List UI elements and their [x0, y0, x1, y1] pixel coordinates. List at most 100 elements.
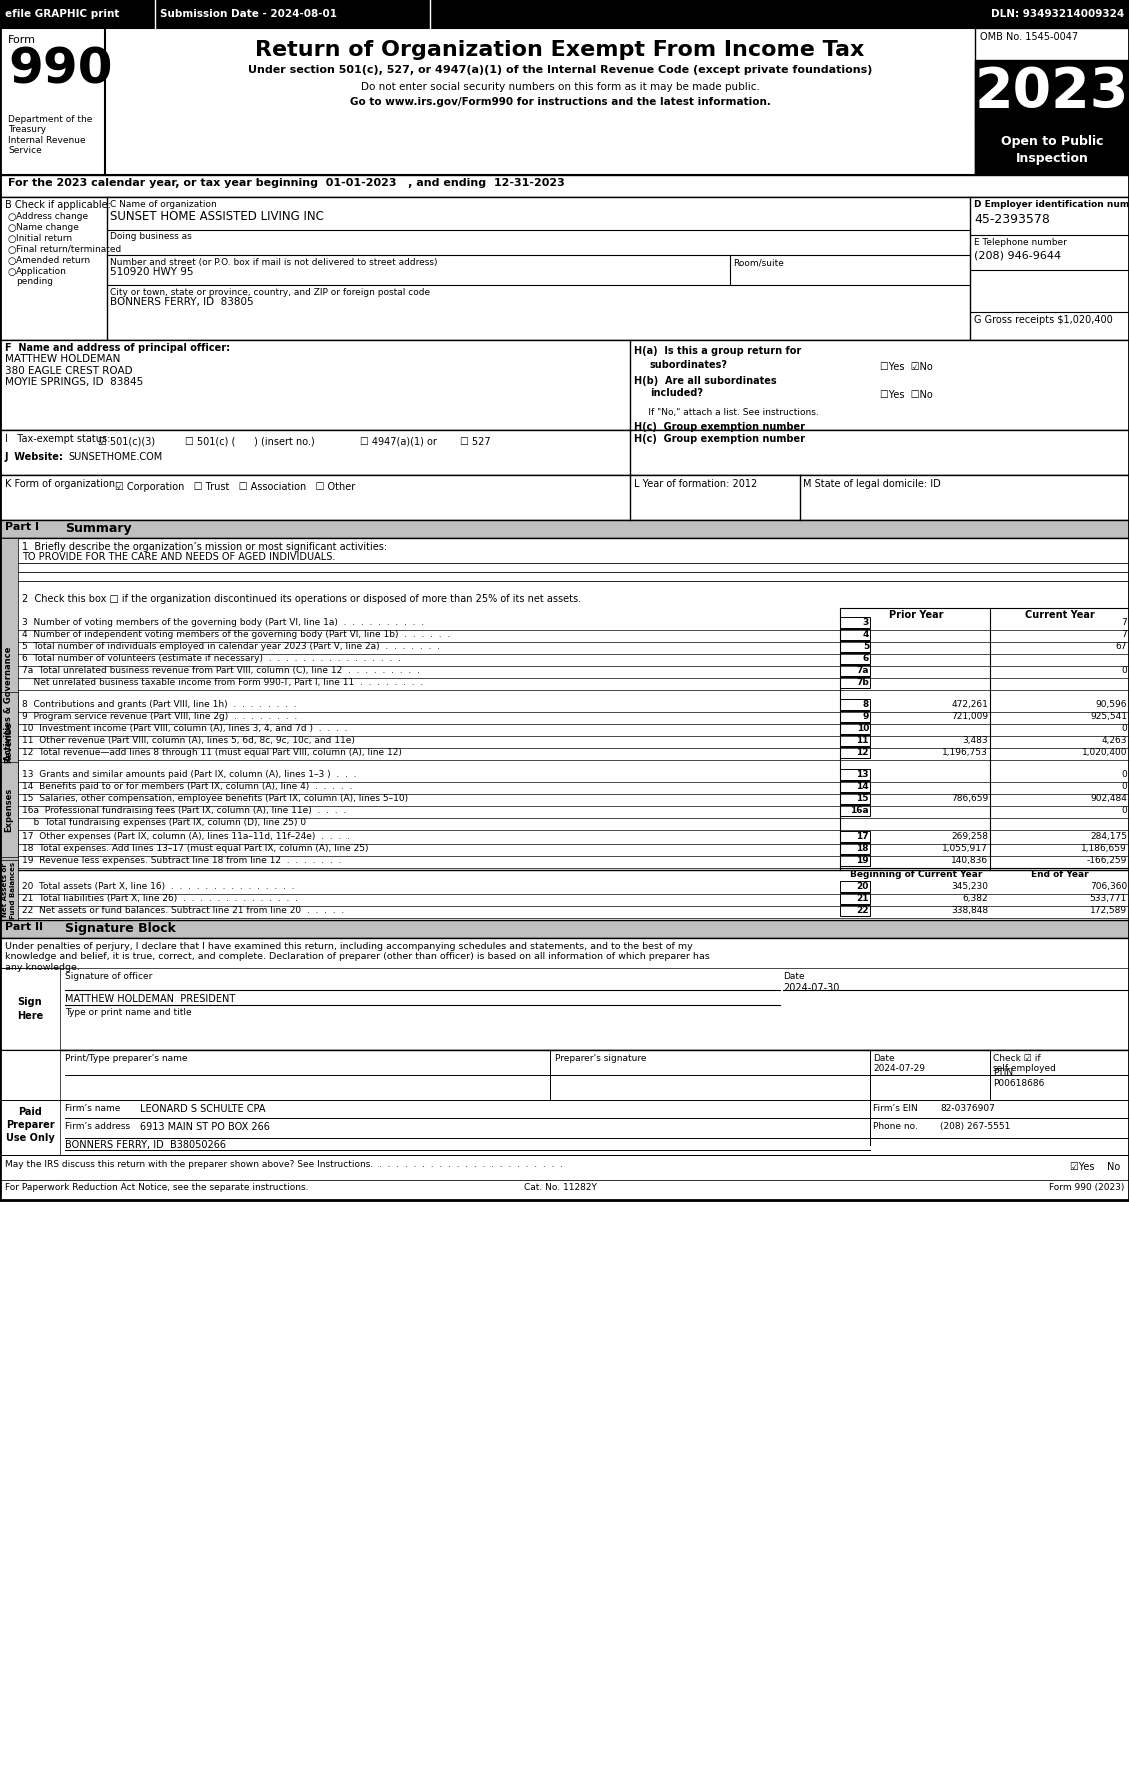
Bar	[0, 475, 1129, 519]
Text: ☐Yes  ☑No: ☐Yes ☑No	[879, 362, 933, 373]
Text: 17  Other expenses (Part IX, column (A), lines 11a–11d, 11f–24e)  .  .  .  .: 17 Other expenses (Part IX, column (A), …	[21, 832, 350, 841]
Bar	[0, 938, 1129, 1051]
Text: H(c)  Group exemption number: H(c) Group exemption number	[634, 422, 805, 433]
Text: 1,055,917: 1,055,917	[943, 844, 988, 853]
Text: subordinates?: subordinates?	[650, 360, 728, 371]
Text: 0: 0	[1121, 666, 1127, 675]
Text: 13  Grants and similar amounts paid (Part IX, column (A), lines 1–3 )  .  .  .: 13 Grants and similar amounts paid (Part…	[21, 770, 357, 779]
Text: Final return/terminated: Final return/terminated	[16, 245, 121, 254]
Text: Do not enter social security numbers on this form as it may be made public.: Do not enter social security numbers on …	[360, 81, 760, 92]
Text: 3  Number of voting members of the governing body (Part VI, line 1a)  .  .  .  .: 3 Number of voting members of the govern…	[21, 618, 425, 627]
Text: b  Total fundraising expenses (Part IX, column (D), line 25) 0: b Total fundraising expenses (Part IX, c…	[21, 818, 306, 826]
Text: 902,484: 902,484	[1091, 795, 1127, 804]
Text: H(c)  Group exemption number: H(c) Group exemption number	[634, 434, 805, 443]
Bar	[0, 1155, 1129, 1180]
Text: 16a: 16a	[850, 805, 869, 814]
Text: Firm’s name: Firm’s name	[65, 1104, 121, 1113]
Text: 9  Program service revenue (Part VIII, line 2g)  .  .  .  .  .  .  .  .: 9 Program service revenue (Part VIII, li…	[21, 712, 297, 721]
Text: 45-2393578: 45-2393578	[974, 214, 1050, 226]
Text: 10  Investment income (Part VIII, column (A), lines 3, 4, and 7d )  .  .  .  .: 10 Investment income (Part VIII, column …	[21, 724, 348, 733]
Text: 7a  Total unrelated business revenue from Part VIII, column (C), line 12  .  .  : 7a Total unrelated business revenue from…	[21, 666, 420, 675]
Text: 2024-07-29: 2024-07-29	[873, 1063, 925, 1074]
Bar	[0, 198, 1129, 341]
Text: 8  Contributions and grants (Part VIII, line 1h)  .  .  .  .  .  .  .  .: 8 Contributions and grants (Part VIII, l…	[21, 699, 297, 708]
Text: Sign
Here: Sign Here	[17, 998, 43, 1021]
Text: For Paperwork Reduction Act Notice, see the separate instructions.: For Paperwork Reduction Act Notice, see …	[5, 1183, 308, 1192]
Text: Doing business as: Doing business as	[110, 231, 192, 240]
Text: Check ☑ if
self-employed: Check ☑ if self-employed	[994, 1054, 1057, 1074]
Bar	[0, 860, 18, 920]
Bar	[840, 641, 870, 652]
Bar	[840, 676, 870, 689]
Text: 19  Revenue less expenses. Subtract line 18 from line 12  .  .  .  .  .  .  .: 19 Revenue less expenses. Subtract line …	[21, 857, 341, 865]
Bar	[840, 855, 870, 865]
Bar	[840, 735, 870, 745]
Bar	[0, 920, 1129, 938]
Text: 5: 5	[863, 643, 869, 652]
Bar	[975, 125, 1129, 175]
Text: Firm’s address: Firm’s address	[65, 1121, 130, 1130]
Text: 14  Benefits paid to or for members (Part IX, column (A), line 4)  .  .  .  .  .: 14 Benefits paid to or for members (Part…	[21, 782, 352, 791]
Text: 15  Salaries, other compensation, employee benefits (Part IX, column (A), lines : 15 Salaries, other compensation, employe…	[21, 795, 408, 804]
Bar	[840, 793, 870, 804]
Text: 3,483: 3,483	[962, 736, 988, 745]
Text: 22: 22	[857, 906, 869, 915]
Bar	[840, 904, 870, 917]
Text: H(b)  Are all subordinates: H(b) Are all subordinates	[634, 376, 777, 387]
Bar	[840, 894, 870, 904]
Text: Current Year: Current Year	[1025, 609, 1095, 620]
Text: 338,848: 338,848	[951, 906, 988, 915]
Text: J  Website:: J Website:	[5, 452, 64, 463]
Text: Print/Type preparer’s name: Print/Type preparer’s name	[65, 1054, 187, 1063]
Text: K Form of organization:: K Form of organization:	[5, 479, 119, 489]
Text: 1  Briefly describe the organization’s mission or most significant activities:: 1 Briefly describe the organization’s mi…	[21, 542, 387, 553]
Text: 706,360: 706,360	[1089, 881, 1127, 892]
Text: ○: ○	[8, 256, 17, 267]
Bar	[840, 653, 870, 664]
Text: Under section 501(c), 527, or 4947(a)(1) of the Internal Revenue Code (except pr: Under section 501(c), 527, or 4947(a)(1)…	[247, 65, 873, 74]
Bar	[0, 28, 1129, 175]
Text: 8: 8	[863, 699, 869, 708]
Text: 0: 0	[1121, 770, 1127, 779]
Text: 4: 4	[863, 630, 869, 639]
Text: Type or print name and title: Type or print name and title	[65, 1008, 192, 1017]
Bar	[840, 768, 870, 781]
Text: 533,771: 533,771	[1089, 894, 1127, 902]
Text: 19: 19	[857, 857, 869, 865]
Text: 0: 0	[1121, 805, 1127, 814]
Bar	[0, 429, 1129, 475]
Text: Go to www.irs.gov/Form990 for instructions and the latest information.: Go to www.irs.gov/Form990 for instructio…	[350, 97, 770, 108]
Bar	[0, 1180, 1129, 1201]
Text: 67: 67	[1115, 643, 1127, 652]
Text: 140,836: 140,836	[951, 857, 988, 865]
Text: B Check if applicable:: B Check if applicable:	[5, 200, 111, 210]
Text: ☐Yes  ☐No: ☐Yes ☐No	[879, 390, 933, 401]
Bar	[0, 761, 18, 857]
Text: H(a)  Is this a group return for: H(a) Is this a group return for	[634, 346, 802, 357]
Text: Beginning of Current Year: Beginning of Current Year	[850, 871, 982, 879]
Text: 2024-07-30: 2024-07-30	[784, 984, 839, 992]
Text: Form 990 (2023): Form 990 (2023)	[1049, 1183, 1124, 1192]
Text: C Name of organization: C Name of organization	[110, 200, 217, 208]
Bar	[840, 805, 870, 816]
Text: 269,258: 269,258	[951, 832, 988, 841]
Text: ○: ○	[8, 212, 17, 223]
Text: Department of the
Treasury
Internal Revenue
Service: Department of the Treasury Internal Reve…	[8, 115, 93, 155]
Text: 12: 12	[857, 749, 869, 758]
Text: F  Name and address of principal officer:: F Name and address of principal officer:	[5, 343, 230, 353]
Text: Firm’s EIN: Firm’s EIN	[873, 1104, 918, 1113]
Text: 6: 6	[863, 653, 869, 662]
Bar	[0, 0, 1129, 28]
Text: Phone no.: Phone no.	[873, 1121, 918, 1130]
Text: Cat. No. 11282Y: Cat. No. 11282Y	[524, 1183, 596, 1192]
Text: 17: 17	[857, 832, 869, 841]
Text: 5  Total number of individuals employed in calendar year 2023 (Part V, line 2a) : 5 Total number of individuals employed i…	[21, 643, 440, 652]
Text: Summary: Summary	[65, 523, 132, 535]
Text: 2023: 2023	[974, 65, 1129, 118]
Text: 11  Other revenue (Part VIII, column (A), lines 5, 6d, 8c, 9c, 10c, and 11e): 11 Other revenue (Part VIII, column (A),…	[21, 736, 355, 745]
Text: 15: 15	[857, 795, 869, 804]
Text: 1,186,659: 1,186,659	[1082, 844, 1127, 853]
Text: included?: included?	[650, 389, 703, 397]
Text: D Employer identification number: D Employer identification number	[974, 200, 1129, 208]
Text: 22  Net assets or fund balances. Subtract line 21 from line 20  .  .  .  .  .: 22 Net assets or fund balances. Subtract…	[21, 906, 344, 915]
